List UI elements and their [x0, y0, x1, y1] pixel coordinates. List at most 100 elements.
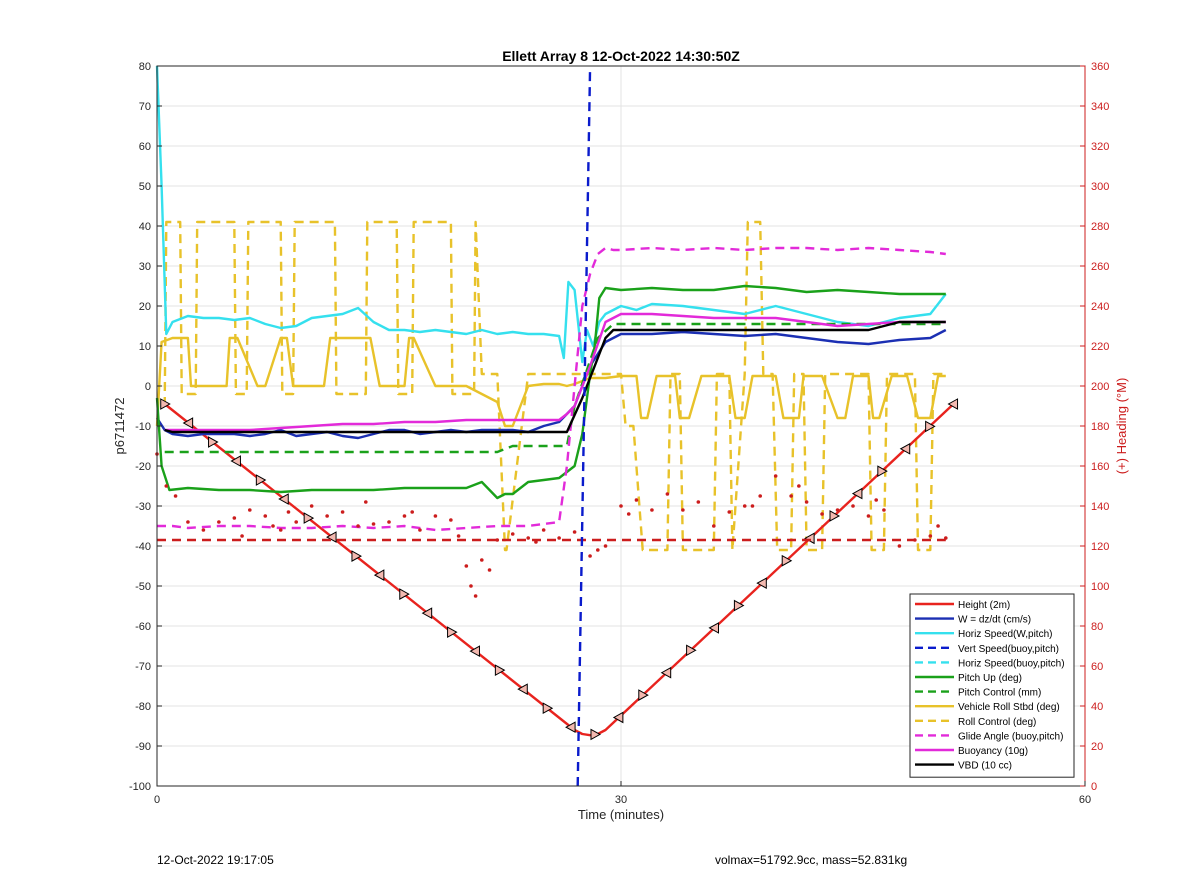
heading-point-29 — [473, 594, 478, 598]
heading-point-64 — [897, 544, 902, 548]
y2-tick-label-13: 260 — [1091, 261, 1109, 273]
series-vbd-10-cc — [164, 320, 946, 434]
heading-point-17 — [356, 524, 360, 528]
height-marker-5 — [278, 493, 289, 505]
heading-point-2 — [173, 494, 178, 498]
heading-point-28 — [469, 584, 473, 588]
series-heading — [155, 452, 948, 598]
legend-label-w-dz-dt-cm-s: W = dz/dt (cm/s) — [958, 615, 1031, 626]
height-marker-29 — [851, 487, 863, 500]
y-tick-label-15: 50 — [139, 181, 151, 193]
y2-tick-label-4: 80 — [1091, 621, 1103, 633]
x-tick-label-2: 60 — [1079, 794, 1091, 806]
series-line-horiz-speed-w-pitch — [155, 65, 947, 364]
height-marker-0 — [160, 398, 171, 410]
y-tick-label-4: -60 — [135, 621, 151, 633]
height-marker-28 — [829, 510, 841, 522]
series-vert-speed-buoy-pitch — [576, 65, 592, 787]
heading-point-47 — [681, 508, 685, 512]
heading-point-9 — [263, 514, 268, 518]
y2-tick-label-16: 320 — [1091, 141, 1109, 153]
y2-tick-label-3: 60 — [1091, 661, 1103, 673]
footer-timestamp: 12-Oct-2022 19:17:05 — [157, 853, 274, 867]
heading-point-44 — [634, 498, 639, 502]
heading-point-41 — [603, 544, 608, 548]
height-marker-16 — [542, 702, 554, 715]
height-marker-20 — [638, 689, 649, 701]
heading-point-42 — [619, 504, 623, 508]
y-axis-label: p6711472 — [112, 398, 127, 455]
legend-label-glide-angle-buoy-pitch: Glide Angle (buoy,pitch) — [958, 731, 1063, 742]
y-tick-label-11: 10 — [139, 341, 151, 353]
heading-point-67 — [936, 524, 940, 528]
heading-point-62 — [874, 498, 878, 502]
y-tick-label-1: -90 — [135, 741, 151, 753]
y2-tick-label-11: 220 — [1091, 341, 1109, 353]
heading-point-32 — [495, 538, 500, 542]
legend-label-vbd-10-cc: VBD (10 cc) — [958, 761, 1012, 772]
height-marker-6 — [303, 512, 315, 524]
series-line-pitch-control-mm — [164, 322, 946, 454]
y-tick-label-7: -30 — [135, 501, 151, 513]
y-tick-label-9: -10 — [135, 421, 151, 433]
y2-tick-label-9: 180 — [1091, 421, 1109, 433]
height-marker-31 — [899, 442, 911, 455]
height-marker-8 — [351, 550, 362, 562]
legend-label-vehicle-roll-stbd-deg: Vehicle Roll Stbd (deg) — [958, 702, 1060, 713]
heading-point-55 — [789, 494, 793, 498]
heading-point-66 — [928, 534, 933, 538]
y-tick-label-14: 40 — [139, 221, 151, 233]
legend-label-vert-speed-buoy-pitch: Vert Speed(buoy,pitch) — [958, 644, 1059, 655]
height-marker-15 — [517, 683, 528, 696]
height-marker-3 — [230, 455, 241, 467]
y2-tick-label-2: 40 — [1091, 701, 1103, 713]
y-tick-label-13: 30 — [139, 261, 151, 273]
height-marker-10 — [399, 588, 410, 600]
heading-point-61 — [866, 514, 871, 518]
heading-point-26 — [456, 534, 461, 538]
heading-point-60 — [851, 504, 855, 508]
legend: Height (2m) W = dz/dt (cm/s) Horiz Speed(W… — [909, 593, 1075, 778]
legend-label-roll-control-deg: Roll Control (deg) — [958, 717, 1036, 728]
heading-point-20 — [387, 520, 391, 524]
heading-point-12 — [286, 510, 291, 514]
y-tick-label-17: 70 — [139, 101, 151, 113]
heading-point-56 — [797, 484, 801, 488]
y2-tick-label-5: 100 — [1091, 581, 1109, 593]
footer-vehicle-info: volmax=51792.9cc, mass=52.831kg — [715, 853, 908, 867]
series-line-pitch-up-deg — [155, 284, 946, 500]
height-marker-7 — [326, 531, 337, 543]
heading-point-31 — [487, 568, 492, 572]
y2-tick-label-12: 240 — [1091, 301, 1109, 313]
heading-point-3 — [186, 520, 190, 524]
heading-point-18 — [364, 500, 368, 504]
heading-point-52 — [750, 504, 755, 508]
y2-tick-label-14: 280 — [1091, 221, 1109, 233]
heading-point-40 — [596, 548, 600, 552]
height-marker-21 — [660, 666, 672, 679]
heading-point-54 — [773, 474, 778, 478]
y-tick-label-8: -20 — [135, 461, 151, 473]
heading-point-21 — [402, 514, 407, 518]
heading-point-37 — [557, 536, 561, 540]
x-axis-label: Time (minutes) — [578, 807, 664, 822]
series-line-vehicle-roll-stbd-deg — [155, 336, 946, 428]
heading-point-23 — [418, 528, 422, 532]
heading-point-63 — [882, 508, 886, 512]
legend-label-horiz-speed-w-pitch: Horiz Speed(W,pitch) — [958, 629, 1052, 640]
series-line-roll-control-deg — [163, 220, 946, 552]
height-marker-9 — [373, 569, 385, 581]
series-pitch-up-deg — [155, 284, 946, 500]
y-tick-label-10: 0 — [145, 381, 151, 393]
y2-tick-label-10: 200 — [1091, 381, 1109, 393]
legend-label-pitch-control-mm: Pitch Control (mm) — [958, 688, 1041, 699]
legend-box — [909, 593, 1075, 778]
series-layer — [155, 65, 959, 787]
heading-point-19 — [371, 522, 376, 526]
series-vehicle-roll-stbd-deg — [155, 336, 946, 428]
height-marker-4 — [255, 474, 267, 486]
series-height-2m — [160, 398, 959, 741]
y2-tick-label-17: 340 — [1091, 101, 1109, 113]
y-ticks: -100-90-80-70-60-50-40-30-20-10010203040… — [129, 61, 162, 793]
